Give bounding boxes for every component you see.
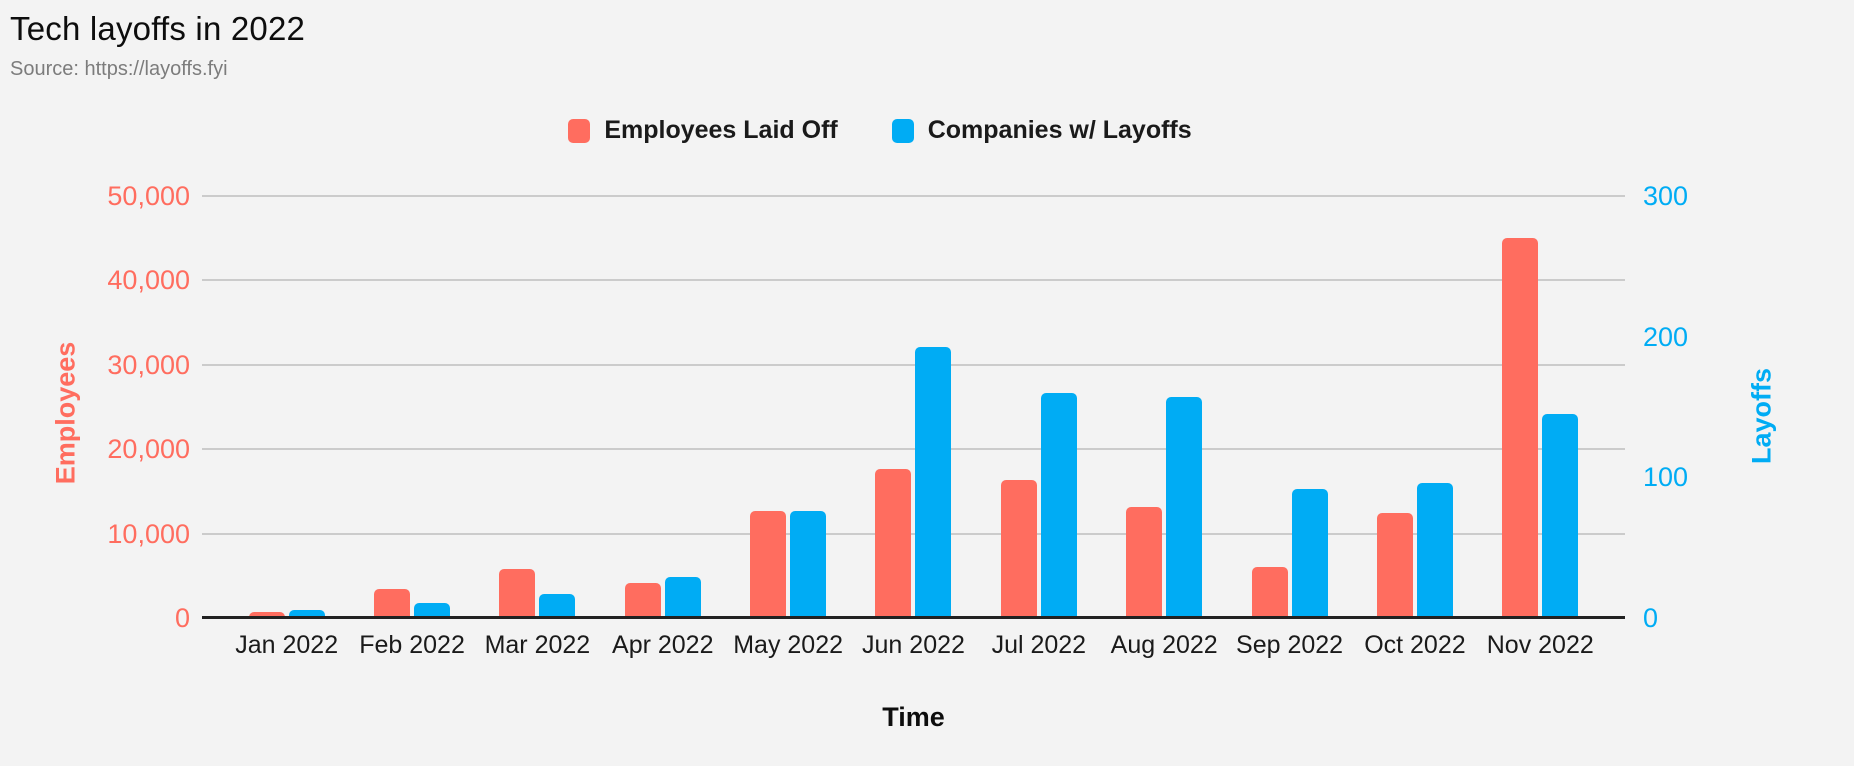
x-tick-label: Sep 2022 [1236, 631, 1344, 659]
bar-group-jul-2022 [976, 392, 1101, 618]
bar-employees[interactable] [875, 468, 912, 618]
gridline [202, 279, 1625, 282]
bar-employees[interactable] [624, 583, 661, 618]
bar-employees[interactable] [499, 569, 536, 618]
x-tick-label: Jun 2022 [862, 631, 965, 659]
bar-group-jan-2022 [224, 609, 349, 618]
bar-group-apr-2022 [600, 577, 725, 618]
gridline [202, 532, 1625, 535]
x-tick-label: Jan 2022 [235, 631, 339, 659]
tick-label: 20,000 [107, 434, 190, 465]
x-tick-label: Nov 2022 [1486, 631, 1594, 659]
right-axis-tick-labels: 300 200 100 0 [1643, 181, 1763, 633]
x-axis-title: Time [882, 702, 945, 732]
bar-companies[interactable] [1542, 414, 1579, 618]
bar-companies[interactable] [664, 577, 701, 618]
tick-label: 30,000 [107, 349, 190, 380]
tick-label: 0 [174, 603, 190, 633]
tick-label: 40,000 [107, 265, 190, 296]
bar-companies[interactable] [790, 511, 827, 618]
bar-companies[interactable] [1040, 392, 1077, 618]
bar-companies[interactable] [414, 602, 451, 618]
x-tick-label: Feb 2022 [359, 631, 465, 659]
bar-companies[interactable] [1291, 488, 1328, 618]
bar-employees[interactable] [1251, 567, 1288, 618]
tick-label: 100 [1643, 462, 1689, 493]
x-tick-label: May 2022 [733, 631, 844, 659]
x-tick-label: Apr 2022 [612, 631, 714, 659]
bar-employees[interactable] [1376, 512, 1413, 618]
bar-employees[interactable] [248, 612, 285, 618]
legend-label: Companies w/ Layoffs [927, 116, 1192, 144]
x-tick-label: Aug 2022 [1110, 631, 1218, 659]
x-axis-labels: Jan 2022 Feb 2022 Mar 2022 Apr 2022 May 2022… [202, 631, 1625, 660]
bars-row [202, 196, 1625, 618]
legend-swatch-icon [891, 118, 914, 143]
plot-area [202, 195, 1625, 619]
bar-companies[interactable] [1166, 397, 1203, 618]
legend-label: Employees Laid Off [604, 116, 838, 144]
tick-label: 200 [1643, 321, 1689, 352]
legend-item-employees[interactable]: Employees Laid Off [568, 116, 838, 145]
legend-swatch-icon [568, 118, 591, 143]
x-axis-line [202, 616, 1625, 619]
legend: Employees Laid Off Companies w/ Layoffs [0, 116, 1760, 145]
chart-title: Tech layoffs in 2022 [10, 10, 306, 47]
gridline [202, 195, 1625, 197]
x-tick-label: Mar 2022 [484, 631, 591, 659]
bar-group-mar-2022 [475, 569, 600, 618]
bar-companies[interactable] [1416, 483, 1453, 618]
x-tick-label: Jul 2022 [991, 631, 1087, 659]
bar-companies[interactable] [288, 609, 325, 618]
bar-group-may-2022 [725, 510, 850, 618]
left-axis-tick-labels: 50,000 40,000 30,000 20,000 10,000 0 [0, 181, 190, 633]
legend-item-companies[interactable]: Companies w/ Layoffs [891, 116, 1192, 145]
tick-label: 300 [1643, 181, 1689, 211]
x-tick-label: Oct 2022 [1364, 631, 1466, 659]
bar-employees[interactable] [750, 510, 787, 618]
bar-employees[interactable] [1126, 506, 1163, 618]
bar-group-jun-2022 [851, 346, 976, 618]
tick-label: 0 [1643, 603, 1659, 633]
tick-label: 50,000 [107, 181, 190, 211]
bar-group-feb-2022 [349, 588, 474, 618]
bar-employees[interactable] [1502, 238, 1539, 618]
bar-employees[interactable] [1000, 480, 1037, 618]
tick-label: 10,000 [107, 518, 190, 549]
bar-employees[interactable] [374, 588, 411, 618]
gridline [202, 363, 1625, 366]
bar-group-nov-2022 [1478, 238, 1603, 618]
gridline [202, 448, 1625, 451]
bar-group-aug-2022 [1102, 397, 1227, 618]
bar-group-sep-2022 [1227, 488, 1352, 618]
bar-companies[interactable] [539, 594, 576, 618]
chart-source: Source: https://layoffs.fyi [10, 58, 228, 80]
bar-companies[interactable] [915, 346, 952, 618]
bar-group-oct-2022 [1352, 483, 1477, 618]
